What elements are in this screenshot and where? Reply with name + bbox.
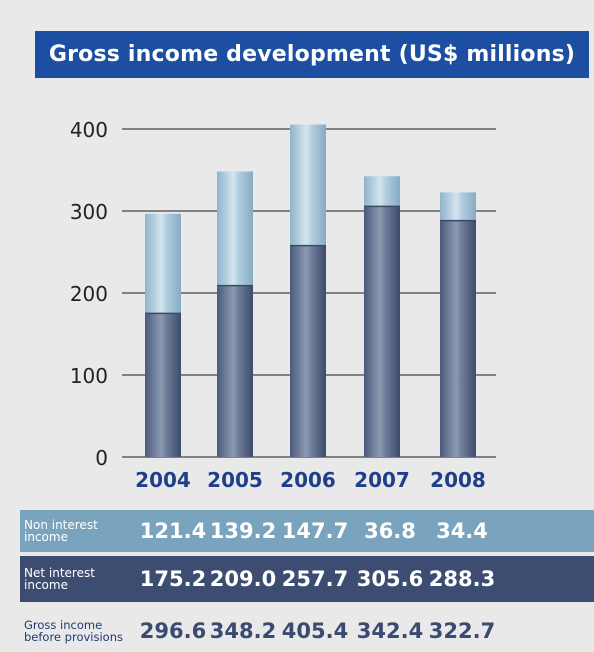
cell-net-interest-2007: 305.6 [356, 567, 424, 591]
cell-gross-2004: 296.6 [139, 619, 207, 643]
cell-net-interest-2005: 209.0 [209, 567, 277, 591]
cell-gross-2007: 342.4 [356, 619, 424, 643]
y-tick-label-200: 200 [70, 282, 108, 306]
cell-non-interest-2008: 34.4 [436, 519, 488, 543]
bar-net-interest-2005 [217, 285, 253, 457]
y-tick-label-100: 100 [70, 364, 108, 388]
cell-gross-2005: 348.2 [209, 619, 277, 643]
x-tick-label-2004: 2004 [135, 468, 191, 492]
bar-net-interest-2004 [145, 313, 181, 457]
cell-gross-2006: 405.4 [281, 619, 349, 643]
bar-net-interest-2006 [290, 245, 326, 457]
cell-non-interest-2006: 147.7 [281, 519, 349, 543]
bar-non-interest-2005 [217, 171, 253, 286]
row-label-net-interest: Net interest income [24, 566, 95, 592]
table-row-net-interest: Net interest income 175.2 209.0 257.7 30… [20, 556, 594, 602]
bar-non-interest-2007 [364, 176, 400, 207]
chart-title: Gross income development (US$ millions) [35, 31, 589, 78]
bar-net-interest-2007 [364, 206, 400, 457]
x-tick-label-2007: 2007 [354, 468, 410, 492]
cell-net-interest-2006: 257.7 [281, 567, 349, 591]
cell-non-interest-2005: 139.2 [209, 519, 277, 543]
row-label-non-interest: Non interest income [24, 518, 98, 544]
y-tick-label-300: 300 [70, 200, 108, 224]
bar-non-interest-2008 [440, 192, 476, 221]
cell-non-interest-2004: 121.4 [139, 519, 207, 543]
x-tick-label-2006: 2006 [280, 468, 336, 492]
cell-gross-2008: 322.7 [428, 619, 496, 643]
row-label-gross-income: Gross income before provisions [24, 618, 123, 644]
x-tick-label-2008: 2008 [430, 468, 486, 492]
cell-non-interest-2007: 36.8 [364, 519, 416, 543]
x-tick-label-2005: 2005 [207, 468, 263, 492]
bar-net-interest-2008 [440, 220, 476, 457]
y-tick-label-400: 400 [70, 118, 108, 142]
table-row-gross-income: Gross income before provisions 296.6 348… [20, 610, 594, 652]
bar-non-interest-2004 [145, 213, 181, 314]
bar-non-interest-2006 [290, 124, 326, 246]
table-row-non-interest: Non interest income 121.4 139.2 147.7 36… [20, 510, 594, 552]
cell-net-interest-2008: 288.3 [428, 567, 496, 591]
cell-net-interest-2004: 175.2 [139, 567, 207, 591]
bar-chart: 0 100 200 300 400 2004 2005 2006 2007 2008 [70, 118, 496, 492]
y-tick-label-0: 0 [95, 446, 108, 470]
